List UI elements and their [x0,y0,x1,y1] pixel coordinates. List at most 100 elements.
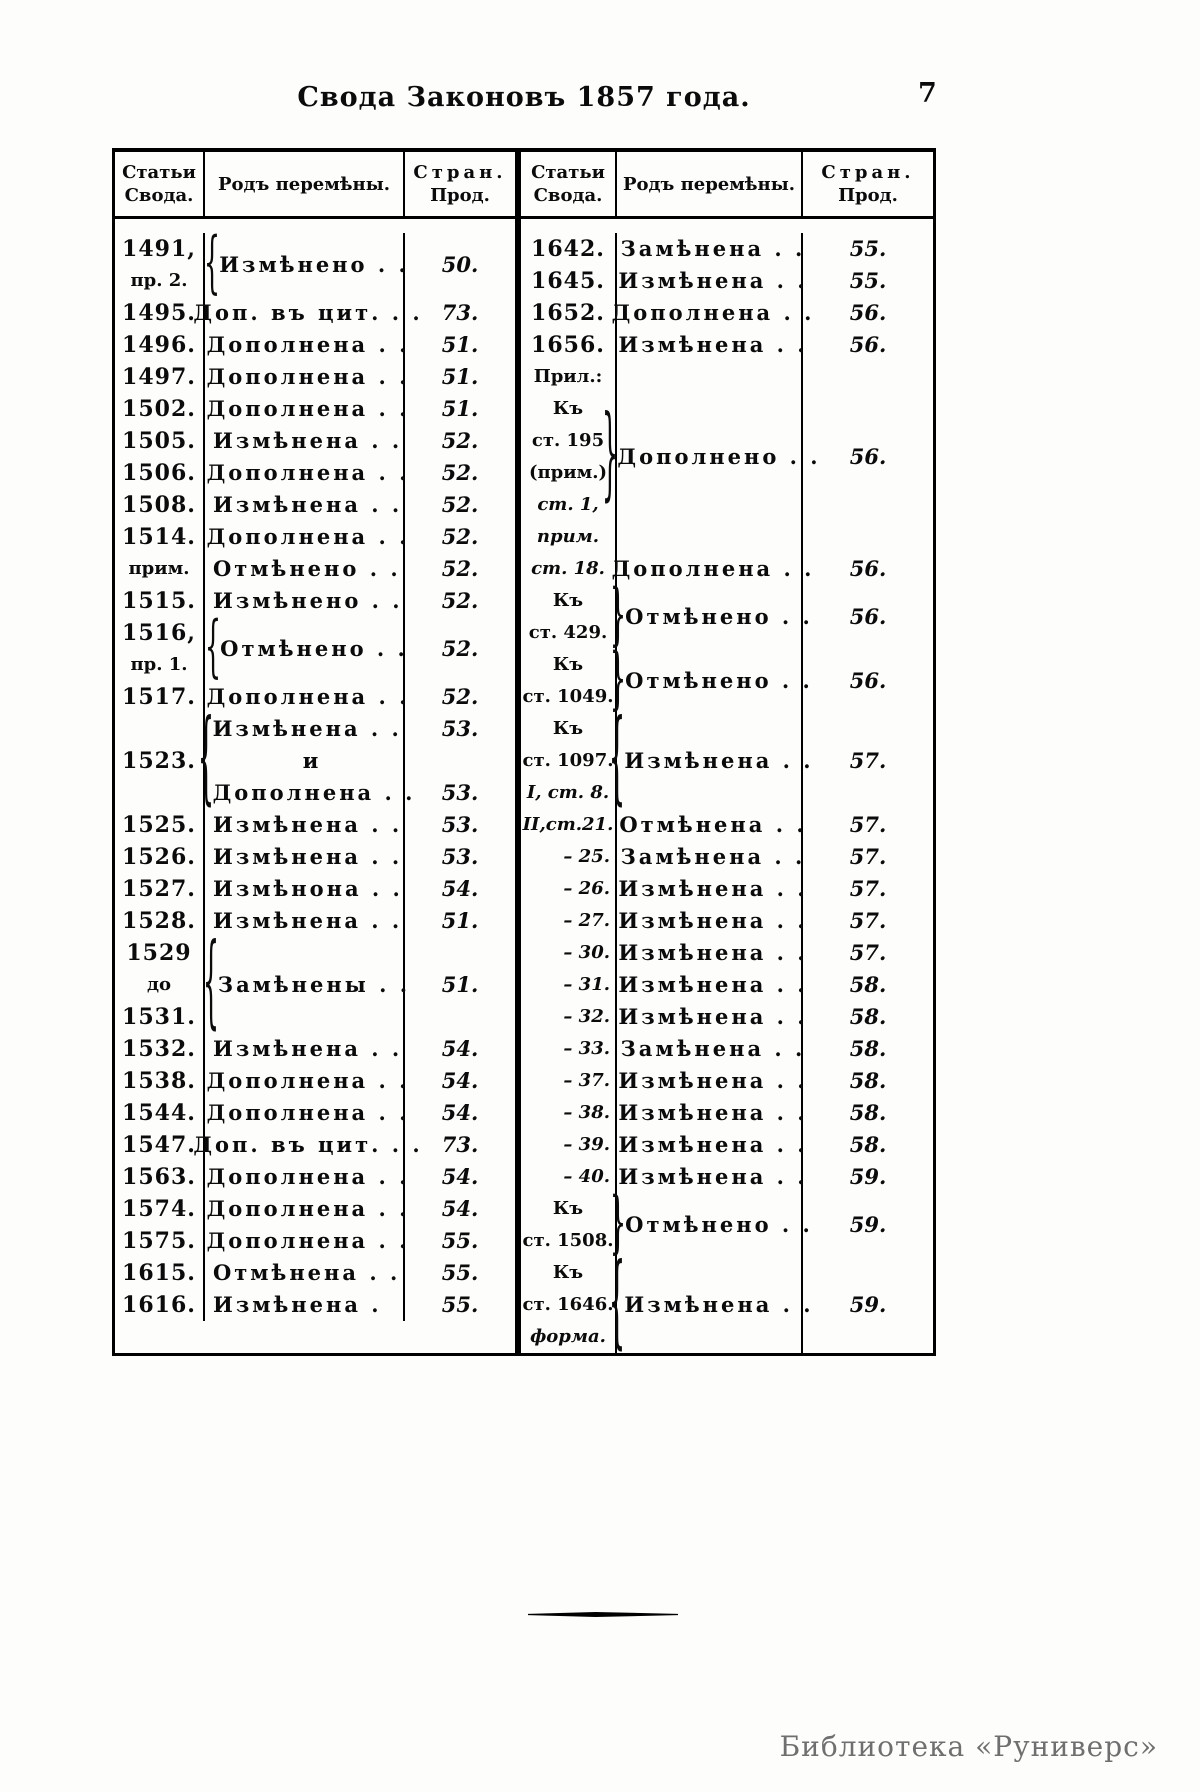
page-cell: 52. [405,585,515,617]
change-lines: Замѣнены . . [214,969,410,1001]
change-line: Измѣнена . . [618,940,808,965]
change-line: Дополнена . . [206,396,410,421]
table-row: – 27. Измѣнена . . 57. [521,905,933,937]
change-line: Дополнена . . [206,332,410,357]
article-cell: 1615. [115,1257,205,1289]
page-ref-line: 54. [441,1100,479,1125]
page-cell: 56. [803,329,933,361]
page-ref-line: 54. [441,1036,479,1061]
change-line: Измѣнена . . [618,876,808,901]
article-line: 1515. [122,588,196,614]
change-cell: Замѣнена . . [617,841,803,873]
page-cell: 56. [803,361,933,553]
article-line: 1538. [122,1068,196,1094]
page-ref-line: 51. [441,972,479,997]
table-row: 1517. Дополнена . . 52. [115,681,515,713]
article-line: 1526. [122,844,196,870]
change-cell: Дополнена . . [205,521,406,553]
library-watermark: Библиотека «Руниверс» [779,1730,1158,1763]
brace-glyph: { [609,700,626,819]
table-row: 1523.{Измѣнена . . и Дополнена . . 53. 53. [115,709,515,810]
page-ref-line: 55. [441,1292,479,1317]
change-cell: Дополнена . . [612,297,811,329]
table-row: 1615. Отмѣнена . . 55. [115,1257,515,1289]
table-row: 1527. Измѣнона . . 54. [115,873,515,905]
change-cell: Дополнена . . [612,553,811,585]
page-ref-line: 52. [441,492,479,517]
change-cell: Доп. въ цит. . . [193,1129,420,1161]
table-row: 1497. Дополнена . . 51. [115,361,515,393]
table-row: 1502. Дополнена . . 51. [115,393,515,425]
table-body-left: 1491, пр. 2.{Измѣнено . . 50. 1495. Доп. въ … [115,219,515,1321]
brace-glyph: { [609,1244,626,1363]
page-ref-line: 57. [849,812,887,837]
page-cell: 51. [405,393,515,425]
brace-glyph: { [202,924,220,1043]
page-ref-line: 55. [849,236,887,261]
article-cell: 1616. [115,1289,205,1321]
article-cell: 1508. [115,489,205,521]
page-ref-line: 57. [849,748,887,773]
header-articles-line1: Статьи [122,162,196,183]
change-cell: Дополнена . . [205,1097,406,1129]
article-line: ст. 195 [531,430,605,451]
article-cell: – 40. [521,1161,617,1193]
header-articles: Статьи Свода. [115,152,205,216]
header-pages: Стран. Прод. [803,152,933,216]
table-row: 1538. Дополнена . . 54. [115,1065,515,1097]
article-cell: – 25. [521,841,617,873]
change-cell: Замѣнена . . [617,1033,803,1065]
page-cell: 57. [803,905,933,937]
change-cell: Измѣнена . . [205,809,405,841]
article-cell: 1529 до 1531. [115,937,205,1033]
change-line: Измѣнена . . [618,1132,808,1157]
change-lines: Измѣнена . . [620,1289,813,1321]
change-cell: Измѣнена . . [617,873,805,905]
brace-glyph: } [610,1184,627,1264]
change-lines: Отмѣнено . . [621,665,813,697]
change-line: Дополнена . . [206,1228,410,1253]
table-row: 1508. Измѣнена . . 52. [115,489,515,521]
header-change: Родъ перемѣны. [205,152,405,216]
table-row: – 37. Измѣнена . . 58. [521,1065,933,1097]
article-cell: 1506. [115,457,205,489]
change-cell: {Измѣнена . . и Дополнена . . [197,709,412,810]
change-line: Измѣнена . . [213,812,403,837]
page-cell: 52. [405,681,515,713]
page-ref-line: 51. [441,332,479,357]
article-line: (прим.) [528,462,608,483]
article-cell: 1544. [115,1097,205,1129]
change-cell: } Дополнено . . [602,361,818,553]
change-cell: } Отмѣнено . . [610,646,810,713]
article-line: ст. 429. [528,622,608,643]
table-row: Къ ст. 1049.} Отмѣнено . . 56. [521,646,933,713]
page-ref-line: 55. [441,1228,479,1253]
change-cell: Измѣнена . . [205,425,405,457]
change-line: Измѣнено . . [219,252,409,277]
table-row: 1529 до 1531.{Замѣнены . . 51. [115,924,515,1043]
change-cell: Измѣнена . . [205,905,405,937]
article-line: форма. [530,1326,606,1347]
article-line: – 26. [563,878,610,899]
change-line: Измѣнена . . [213,492,403,517]
change-lines: Измѣнена . . [614,905,807,937]
article-line: 1497. [122,364,196,390]
table-row: – 26. Измѣнена . . 57. [521,873,933,905]
page-cell: 51. [405,361,515,393]
change-line: Дополнена . . [206,1100,410,1125]
article-line: 1615. [122,1260,196,1286]
table-row: прим. Отмѣнено . . 52. [115,553,515,585]
page-ref-line: 54. [441,1068,479,1093]
change-lines: Дополнена . . [608,297,815,329]
page-ref-line: 56. [849,668,887,693]
page-ref-line: 54. [441,876,479,901]
change-lines: Измѣнено . . [215,249,409,281]
change-lines: Измѣнена . . [614,1097,807,1129]
page-cell: 51. [405,329,515,361]
change-cell: Измѣнена . . [205,841,405,873]
article-line: Къ [552,590,584,611]
page-cell: 54. [405,1097,515,1129]
article-line: 1496. [122,332,196,358]
header-change: Родъ перемѣны. [617,152,803,216]
change-lines: Измѣнена . . [209,489,403,521]
